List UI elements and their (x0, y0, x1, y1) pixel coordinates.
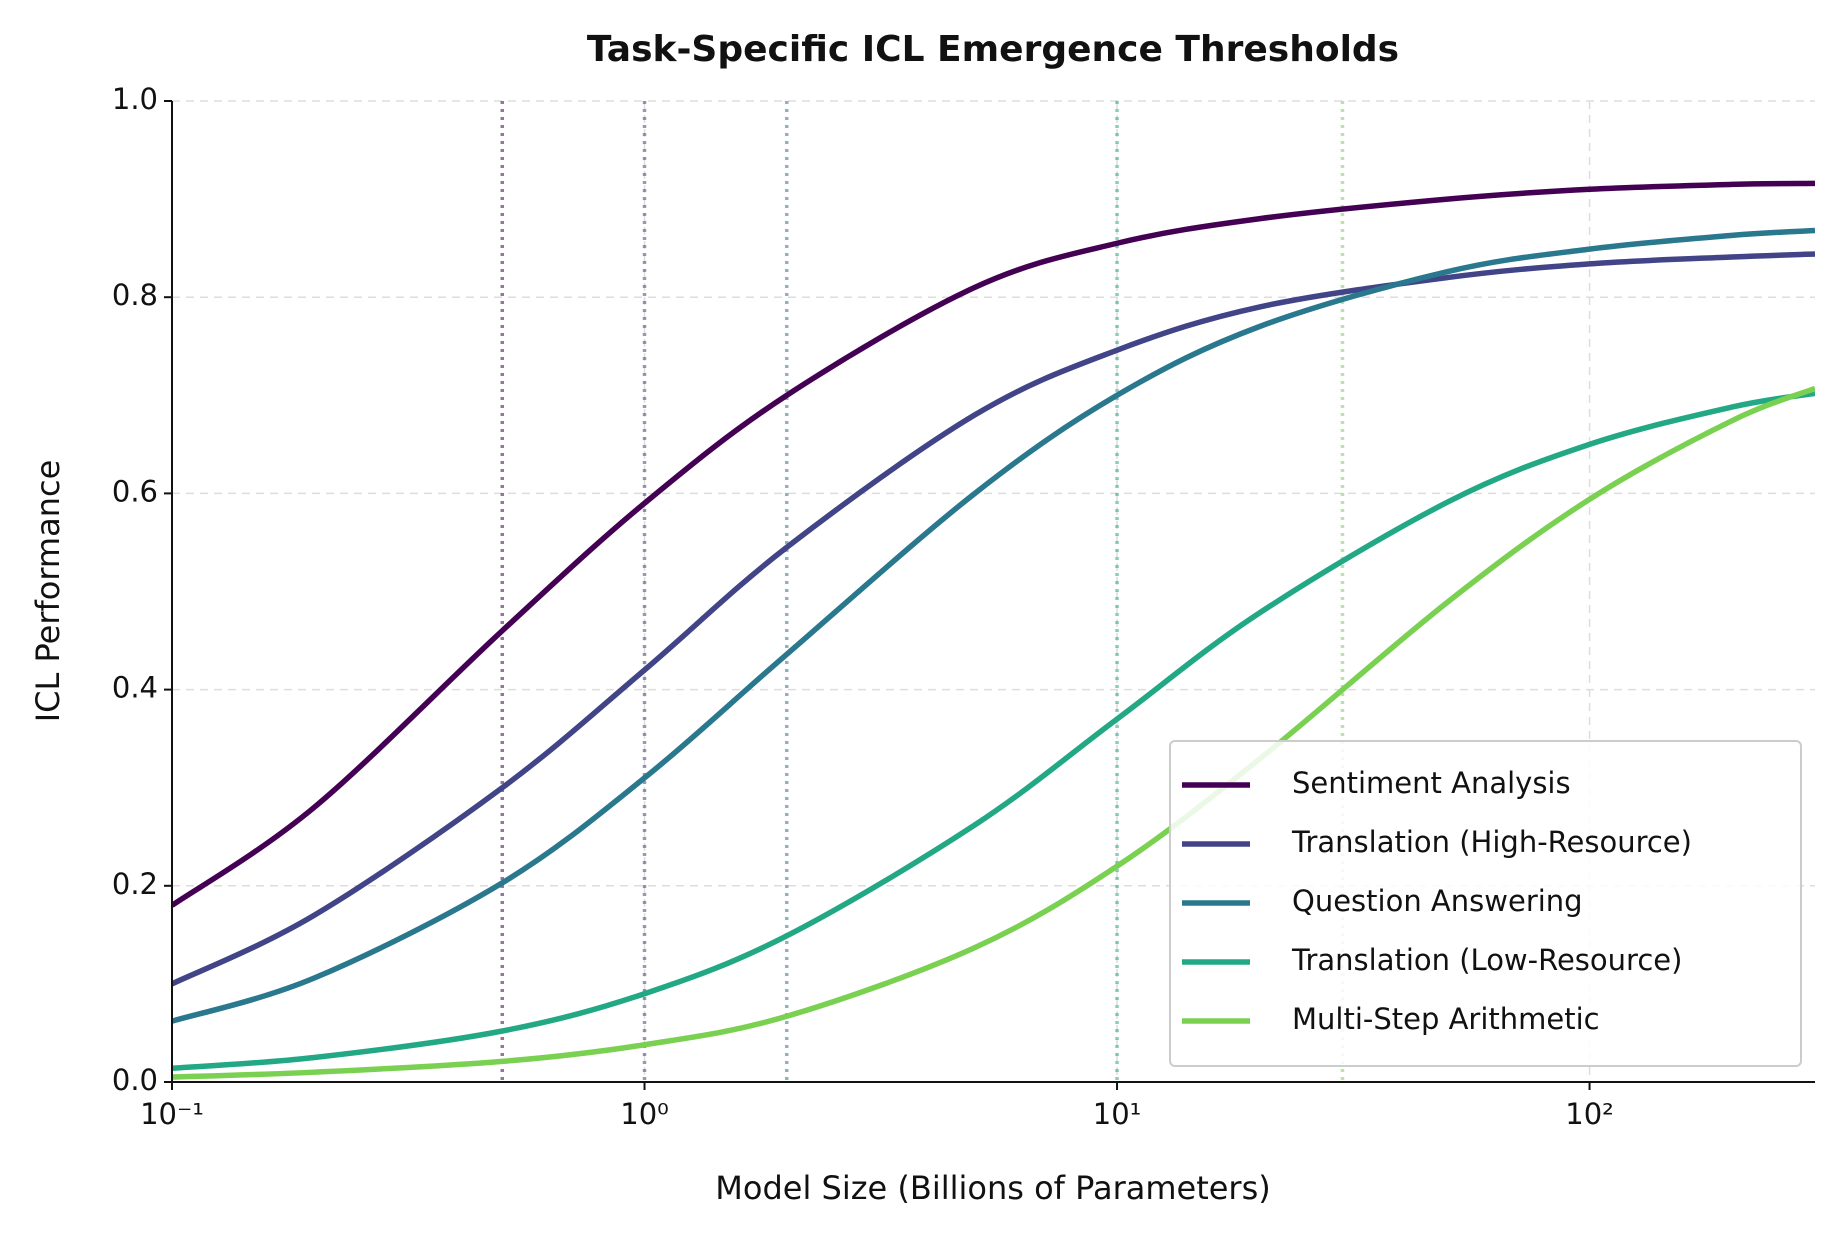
series-line (172, 385, 1815, 1080)
series-line (172, 180, 1815, 908)
y-tick-label: 0.6 (112, 474, 158, 508)
x-tick-label: 10⁻¹ (140, 1097, 204, 1131)
chart-title: Task-Specific ICL Emergence Thresholds (587, 29, 1399, 70)
x-tick-label: 10⁰ (620, 1097, 669, 1131)
legend-label: Sentiment Analysis (1292, 766, 1571, 800)
x-tick-label: 10¹ (1093, 1097, 1142, 1131)
legend-box (1169, 740, 1802, 1067)
series-line (172, 390, 1815, 1072)
legend-label: Multi-Step Arithmetic (1292, 1002, 1600, 1036)
y-tick-label: 0.0 (112, 1063, 158, 1097)
legend-label: Translation (Low-Resource) (1291, 943, 1682, 977)
y-tick-label: 0.2 (112, 867, 158, 901)
series-line (172, 251, 1815, 987)
y-axis-label: ICL Performance (29, 460, 67, 723)
x-tick-label: 10² (1565, 1097, 1614, 1131)
legend-label: Translation (High-Resource) (1291, 825, 1692, 859)
x-axis-label: Model Size (Billions of Parameters) (715, 1169, 1270, 1207)
y-tick-label: 0.4 (112, 671, 158, 705)
legend-label: Question Answering (1292, 884, 1583, 918)
series-line (172, 227, 1815, 1024)
y-tick-label: 1.0 (112, 82, 158, 116)
y-tick-label: 0.8 (112, 278, 158, 312)
